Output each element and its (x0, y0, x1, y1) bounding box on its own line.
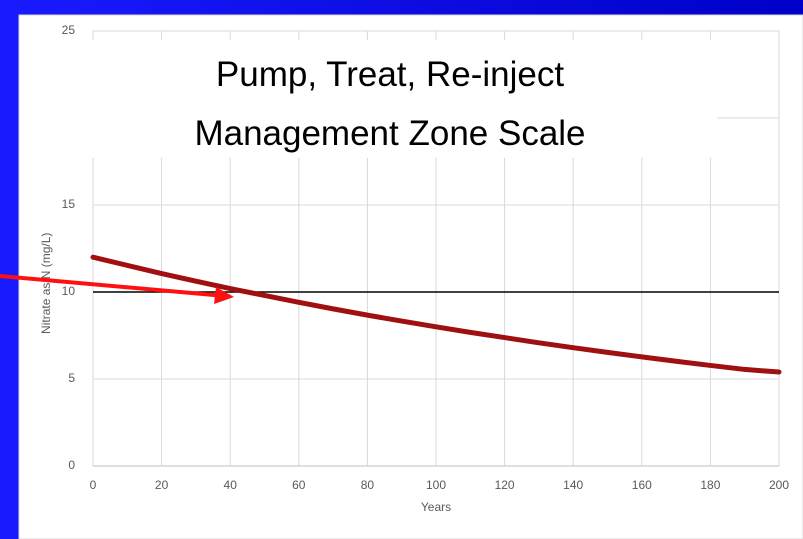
y-tick-label: 0 (68, 458, 75, 472)
plot: 0510152025020406080100120140160180200Yea… (39, 23, 789, 514)
x-tick-label: 40 (224, 478, 238, 492)
data-line (90, 254, 782, 375)
title-box (62, 40, 717, 158)
x-tick-label: 60 (292, 478, 306, 492)
arrow-head (214, 287, 234, 304)
y-tick-label: 10 (62, 284, 76, 298)
arrow (0, 274, 226, 298)
y-tick-label: 25 (62, 23, 76, 37)
title-line-1: Pump, Treat, Re-inject (216, 55, 564, 94)
x-tick-label: 100 (426, 478, 446, 492)
x-axis-label: Years (421, 500, 451, 514)
x-tick-label: 0 (90, 478, 97, 492)
x-tick-label: 200 (769, 478, 789, 492)
title-line-2: Management Zone Scale (194, 114, 585, 153)
x-tick-label: 80 (361, 478, 375, 492)
y-tick-label: 5 (68, 371, 75, 385)
x-tick-label: 160 (632, 478, 652, 492)
y-axis-label: Nitrate as N (mg/L) (39, 233, 53, 334)
x-tick-label: 20 (155, 478, 169, 492)
x-tick-label: 180 (700, 478, 720, 492)
y-tick-label: 15 (62, 197, 76, 211)
x-tick-label: 120 (495, 478, 515, 492)
x-tick-label: 140 (563, 478, 583, 492)
